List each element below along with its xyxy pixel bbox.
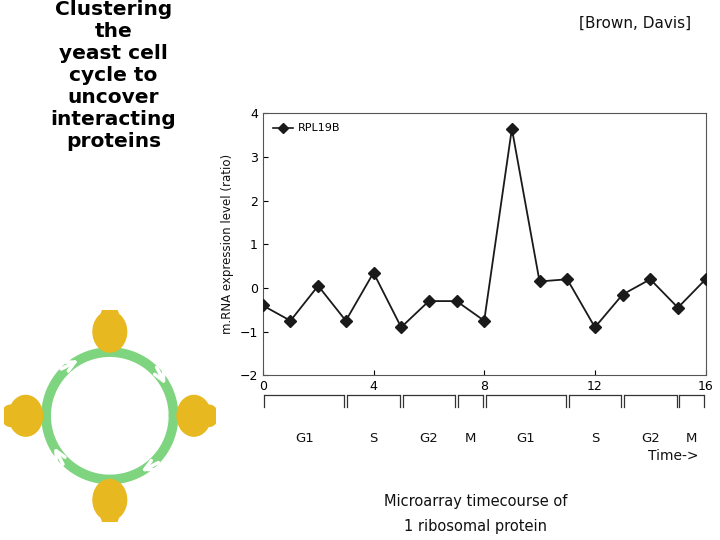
Text: Time->: Time-> xyxy=(648,449,698,463)
Text: G1: G1 xyxy=(516,432,535,445)
Text: G1: G1 xyxy=(295,432,314,445)
Text: G2: G2 xyxy=(420,432,438,445)
Text: S: S xyxy=(590,432,599,445)
Text: [Brown, Davis]: [Brown, Davis] xyxy=(579,16,691,31)
Ellipse shape xyxy=(101,504,119,525)
Ellipse shape xyxy=(200,405,218,427)
Ellipse shape xyxy=(1,405,19,427)
Text: M: M xyxy=(464,432,476,445)
Text: G2: G2 xyxy=(641,432,660,445)
Y-axis label: m.RNA expression level (ratio): m.RNA expression level (ratio) xyxy=(221,154,234,334)
Text: Clustering
the
yeast cell
cycle to
uncover
interacting
proteins: Clustering the yeast cell cycle to uncov… xyxy=(50,0,176,151)
Ellipse shape xyxy=(93,480,127,520)
Legend: RPL19B: RPL19B xyxy=(269,119,346,138)
Text: 1 ribosomal protein: 1 ribosomal protein xyxy=(404,519,546,534)
Ellipse shape xyxy=(101,306,119,327)
Text: S: S xyxy=(369,432,378,445)
Text: M: M xyxy=(686,432,698,445)
Ellipse shape xyxy=(177,395,211,436)
Ellipse shape xyxy=(9,395,42,436)
Ellipse shape xyxy=(93,312,127,352)
Text: Microarray timecourse of: Microarray timecourse of xyxy=(384,494,567,509)
